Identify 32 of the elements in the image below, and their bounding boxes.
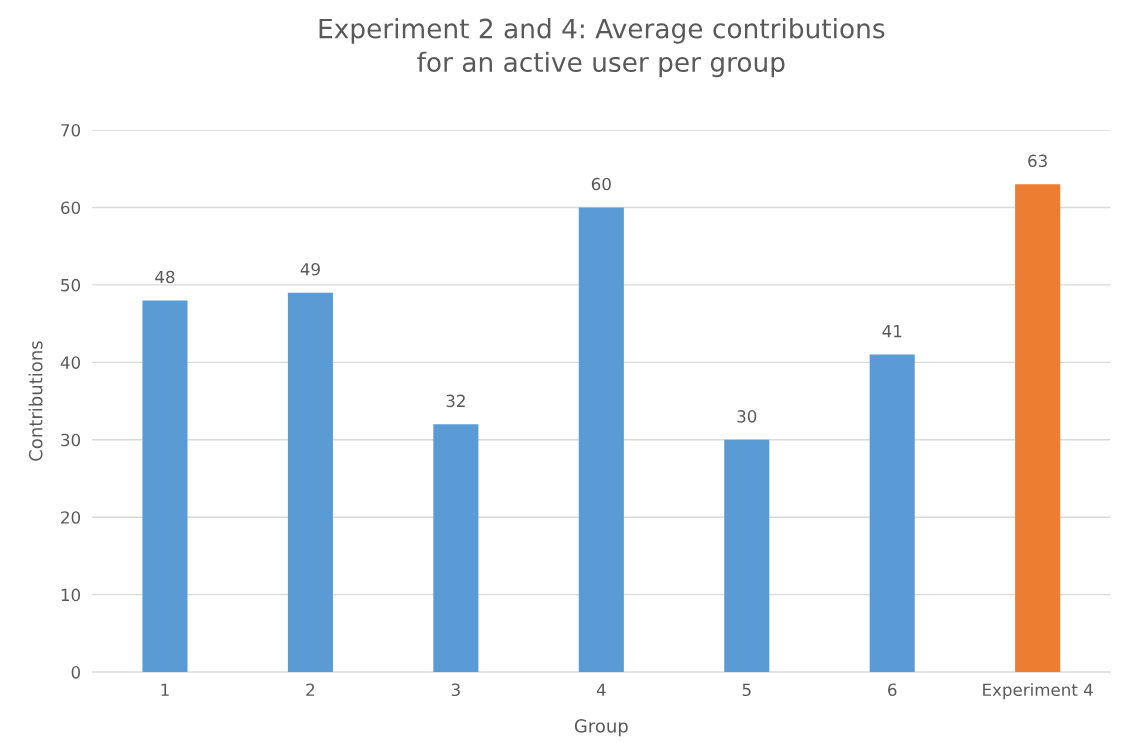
y-tick-label: 30 <box>61 433 81 447</box>
x-tick-label: 1 <box>161 683 169 696</box>
y-tick-label: 50 <box>61 278 81 292</box>
x-tick-label: 6 <box>888 683 897 697</box>
y-tick-label: 20 <box>61 511 81 524</box>
y-tick-label: 10 <box>61 588 81 602</box>
y-tick-label: 0 <box>71 666 81 679</box>
x-axis-title: Group <box>574 719 628 737</box>
x-tick-label: 4 <box>596 683 606 696</box>
data-label: 48 <box>155 270 175 284</box>
data-label: 30 <box>737 410 757 423</box>
bar <box>142 300 188 673</box>
bar <box>869 354 915 673</box>
x-tick-label: Experiment 4 <box>983 683 1093 700</box>
y-tick-label: 40 <box>60 356 81 369</box>
data-label: 60 <box>591 177 611 191</box>
bar <box>724 439 770 673</box>
y-tick-label: 70 <box>61 123 81 137</box>
y-axis-title: Contributions <box>28 341 43 461</box>
x-tick-label: 3 <box>451 683 460 697</box>
x-tick-label: 2 <box>306 683 315 696</box>
y-tick-label: 60 <box>61 201 81 215</box>
x-tick-label: 5 <box>742 683 751 697</box>
chart-title: Experiment 2 and 4: Average contributions for an active user per group <box>319 18 885 78</box>
data-label: 32 <box>446 394 465 408</box>
data-label: 49 <box>300 262 320 276</box>
data-label: 63 <box>1028 154 1047 168</box>
bar <box>578 207 624 673</box>
bar <box>287 292 333 673</box>
bar <box>1015 184 1061 673</box>
data-label: 41 <box>882 325 902 338</box>
bar <box>433 424 479 673</box>
